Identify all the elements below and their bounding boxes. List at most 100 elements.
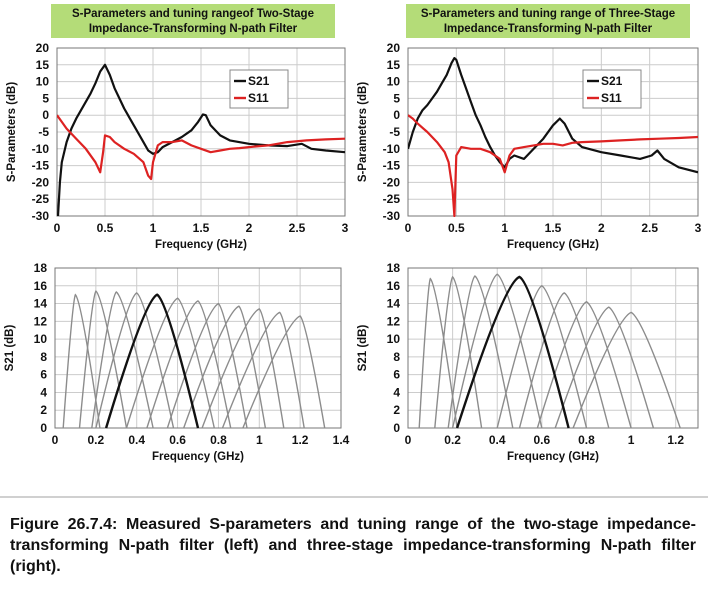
x-axis-label: Frequency (GHz) xyxy=(155,239,247,251)
x-tick-label: 1.2 xyxy=(667,433,684,447)
y-tick-label: 2 xyxy=(393,403,400,417)
y-axis-label: S21 (dB) xyxy=(357,325,369,372)
plot-frame xyxy=(407,267,699,429)
legend-box xyxy=(229,69,289,109)
plot-area xyxy=(408,268,698,428)
y-tick-label: 6 xyxy=(40,368,47,382)
chart-br: 0 0.2 0.4 0.6 0.8 1 1.2 18 16 14 12 10 8 6 4 2 0 Frequenc… xyxy=(357,261,699,463)
x-tick-label: 1 xyxy=(150,221,157,235)
y-tick-label: 14 xyxy=(34,297,48,311)
legend-box xyxy=(582,69,642,109)
chart-title-line: Impedance-Transforming N-path Filter xyxy=(444,23,653,35)
x-tick-label: 2 xyxy=(246,221,253,235)
y-axis-label: S21 (dB) xyxy=(4,325,16,372)
y-tick-label: 14 xyxy=(387,297,401,311)
x-axis-label: Frequency (GHz) xyxy=(507,451,599,463)
x-tick-label: 3 xyxy=(342,221,349,235)
y-tick-label: -15 xyxy=(383,159,401,173)
x-tick-label: 0.5 xyxy=(97,221,114,235)
plot-frame xyxy=(56,47,346,217)
series-line-s21 xyxy=(408,57,698,174)
tuning-curve xyxy=(91,291,154,429)
x-tick-label: 1 xyxy=(501,221,508,235)
y-tick-label: 6 xyxy=(393,368,400,382)
y-tick-label: 10 xyxy=(36,75,50,89)
y-tick-label: 20 xyxy=(387,41,401,55)
y-tick-label: 5 xyxy=(393,91,400,105)
tuning-curve xyxy=(447,275,514,429)
y-tick-label: -5 xyxy=(38,125,49,139)
y-tick-label: 10 xyxy=(34,332,48,346)
figure-svg: S-Parameters and tuning rangeof Two-Stag… xyxy=(4,4,702,463)
tuning-curve xyxy=(418,277,458,429)
y-tick-label: -15 xyxy=(32,159,50,173)
x-tick-label: 0.5 xyxy=(448,221,465,235)
x-tick-label: 0 xyxy=(405,221,412,235)
x-tick-label: 2.5 xyxy=(641,221,658,235)
tuning-curve xyxy=(451,273,543,429)
x-tick-label: 1.4 xyxy=(333,433,350,447)
x-tick-label: 2.5 xyxy=(289,221,306,235)
y-tick-label: -20 xyxy=(32,175,50,189)
y-axis-label: S-Parameters (dB) xyxy=(6,82,18,183)
chart-title-line: S-Parameters and tuning range of Three-S… xyxy=(421,8,675,20)
y-tick-label: -30 xyxy=(32,209,50,223)
x-tick-label: 2 xyxy=(598,221,605,235)
caption-box: Figure 26.7.4: Measured S-parameters and… xyxy=(0,498,708,593)
chart-title-banner xyxy=(51,4,335,38)
x-tick-label: 0.2 xyxy=(444,433,461,447)
x-tick-label: 0 xyxy=(405,433,412,447)
tuning-curve xyxy=(536,301,632,429)
x-tick-label: 0.4 xyxy=(128,433,145,447)
chart-title-banner xyxy=(406,4,690,38)
y-tick-label: 20 xyxy=(36,41,50,55)
y-tick-label: -25 xyxy=(32,192,50,206)
tuning-curve xyxy=(62,293,101,429)
y-tick-label: 18 xyxy=(387,261,401,275)
x-tick-label: 1 xyxy=(628,433,635,447)
y-tick-label: 16 xyxy=(387,279,401,293)
y-tick-label: 5 xyxy=(42,91,49,105)
tuning-curve-highlight xyxy=(104,293,200,429)
chart-bl: 0 0.2 0.4 0.6 0.8 1 1.2 1.4 18 16 14 12 10 8 6 4 2 0 Frequ… xyxy=(4,261,350,463)
series-line-s11 xyxy=(57,114,345,181)
plot-frame xyxy=(407,47,699,217)
tuning-curve xyxy=(201,308,285,429)
y-tick-label: 16 xyxy=(34,279,48,293)
chart-tl: S-Parameters and tuning rangeof Two-Stag… xyxy=(6,4,349,251)
plot-area xyxy=(55,268,341,428)
y-tick-label: -30 xyxy=(383,209,401,223)
y-tick-label: -25 xyxy=(383,192,401,206)
tuning-curve xyxy=(95,292,175,429)
y-tick-label: 0 xyxy=(393,108,400,122)
y-tick-label: -5 xyxy=(389,125,400,139)
legend-label: S11 xyxy=(248,91,269,105)
y-tick-label: -10 xyxy=(32,142,50,156)
y-tick-label: 0 xyxy=(40,421,47,435)
x-tick-label: 0 xyxy=(52,433,59,447)
y-tick-label: -10 xyxy=(383,142,401,156)
x-tick-label: 1.5 xyxy=(193,221,210,235)
y-axis-label: S-Parameters (dB) xyxy=(357,82,369,183)
chart-tr: S-Parameters and tuning range of Three-S… xyxy=(357,4,702,251)
figure-caption: Figure 26.7.4: Measured S-parameters and… xyxy=(10,516,696,575)
y-tick-label: 10 xyxy=(387,75,401,89)
chart-title-line: S-Parameters and tuning rangeof Two-Stag… xyxy=(72,8,314,20)
x-tick-label: 0.8 xyxy=(210,433,227,447)
series-line-s21 xyxy=(57,63,345,217)
y-tick-label: 2 xyxy=(40,403,47,417)
y-tick-label: 4 xyxy=(40,385,47,399)
x-tick-label: 0 xyxy=(54,221,61,235)
x-tick-label: 0.4 xyxy=(489,433,506,447)
y-tick-label: 15 xyxy=(387,58,401,72)
y-tick-label: 8 xyxy=(393,350,400,364)
legend-label: S11 xyxy=(601,91,622,105)
x-tick-label: 0.6 xyxy=(534,433,551,447)
y-tick-label: 18 xyxy=(34,261,48,275)
y-tick-label: 8 xyxy=(40,350,47,364)
x-tick-label: 1 xyxy=(256,433,263,447)
legend-label: S21 xyxy=(601,74,623,88)
tuning-curve xyxy=(78,290,128,429)
y-tick-label: 0 xyxy=(393,421,400,435)
legend-label: S21 xyxy=(248,74,270,88)
